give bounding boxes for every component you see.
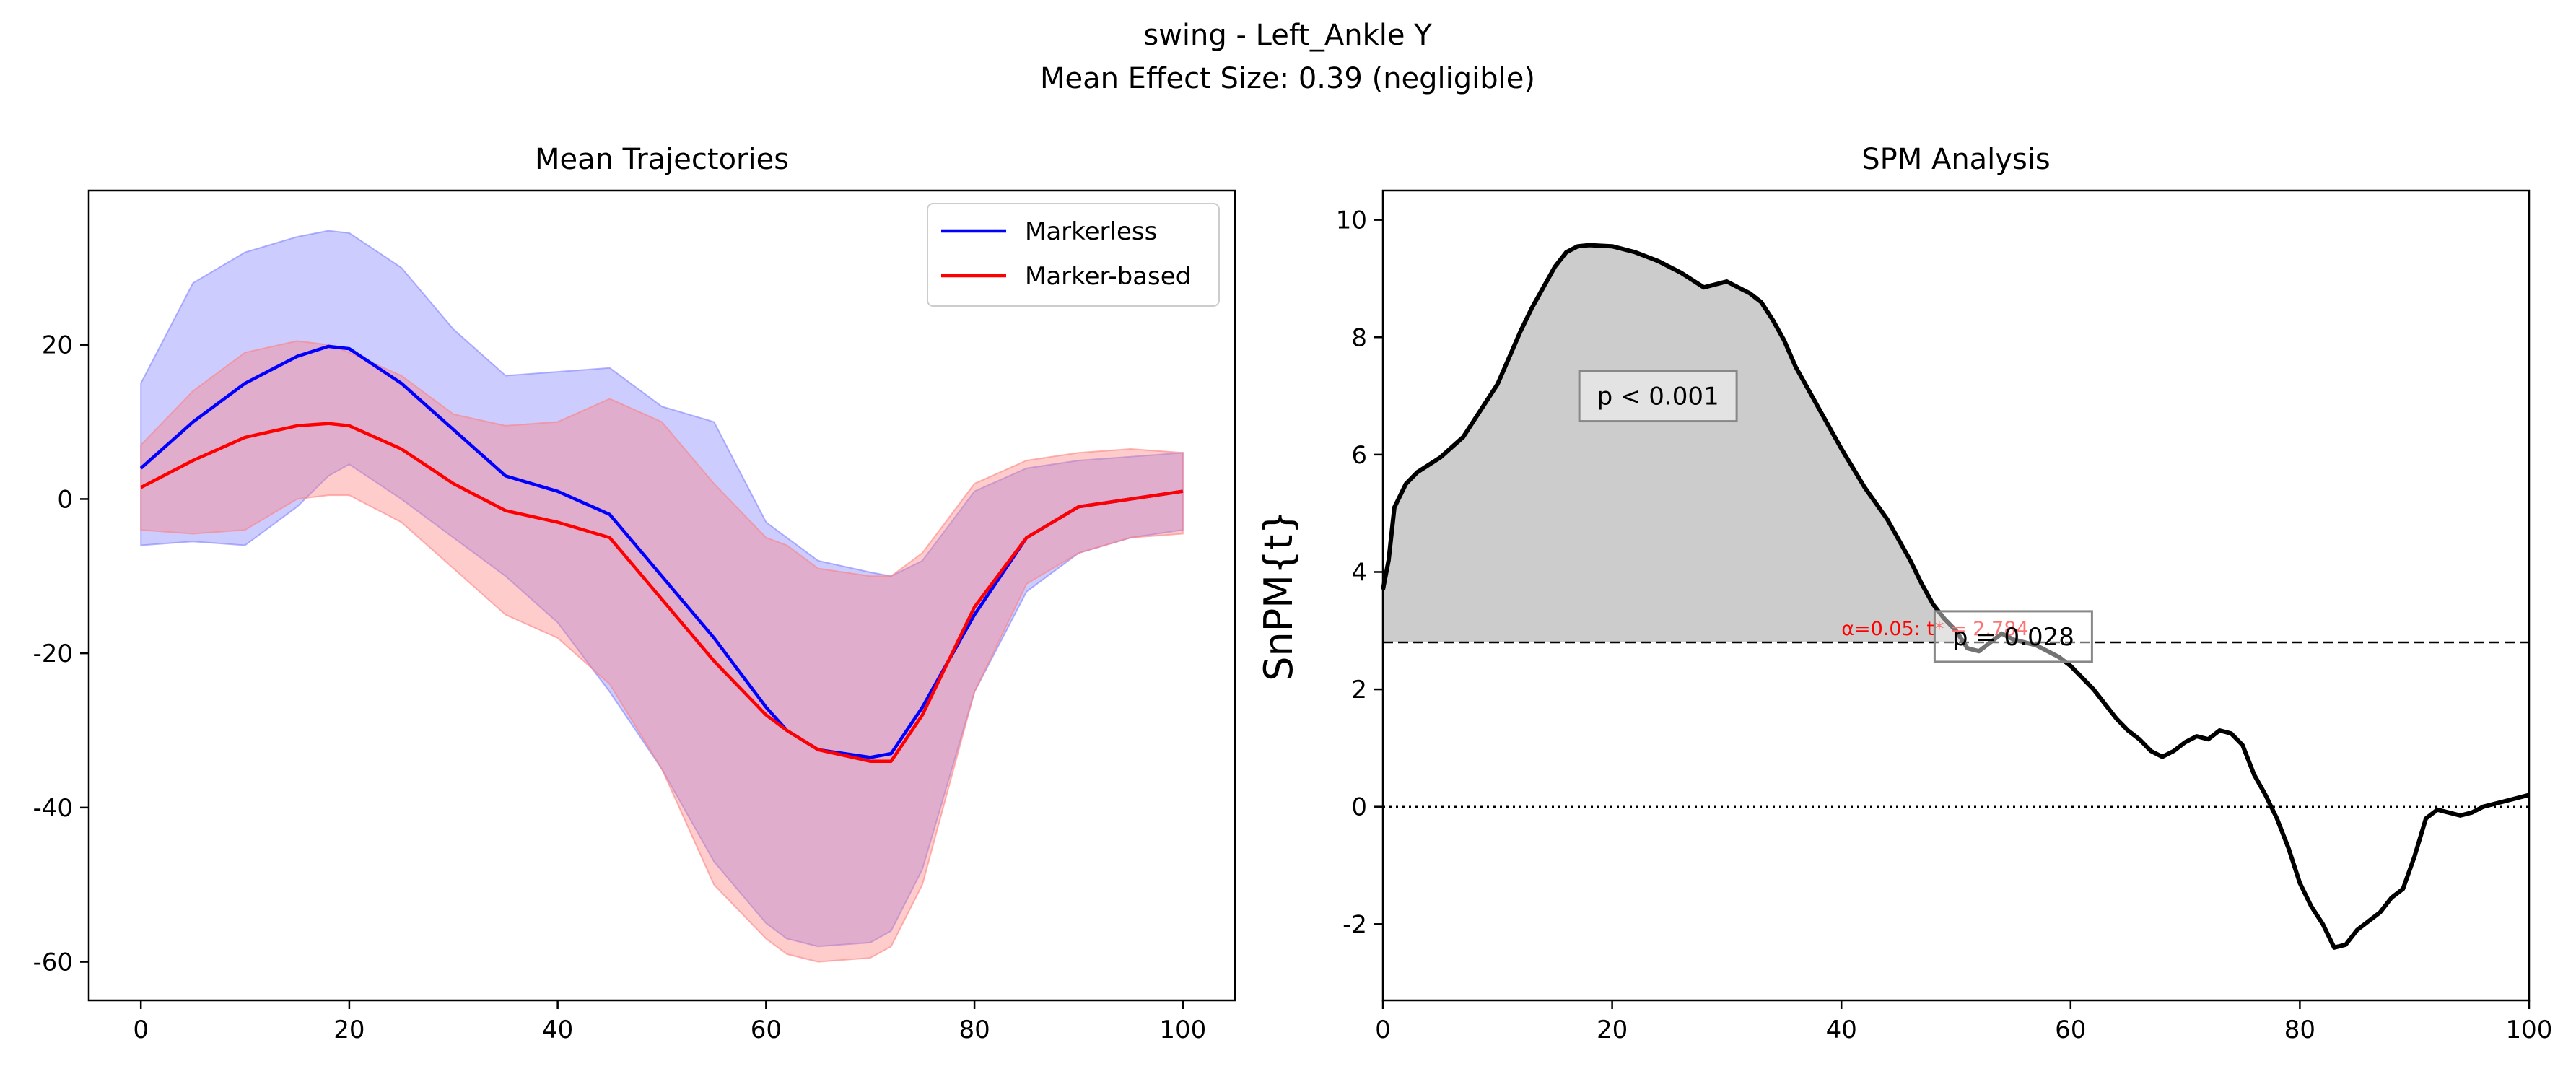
legend-label-markerless: Markerless — [1025, 217, 1157, 246]
spm-xtick-label: 60 — [2055, 1016, 2086, 1044]
mean-trajectories-xtick-label: 100 — [1159, 1016, 1206, 1044]
cluster-fill — [1383, 245, 1964, 643]
p-value-box-1 — [1578, 370, 1738, 423]
spm-xtick-label: 100 — [2506, 1016, 2553, 1044]
mean-trajectories-panel: Mean Trajectories 0 20 40 60 80 100-60-40-200… — [32, 143, 1236, 1044]
spm-ticks: 0 20 40 60 80 100 -2 0 2 4 6 8 10 — [1336, 206, 2553, 1044]
spm-curve — [1381, 243, 2530, 950]
mean-trajectories-ytick-label: 0 — [57, 485, 73, 514]
spm-ytick-label: 4 — [1351, 558, 1367, 587]
mean-trajectories-title: Mean Trajectories — [535, 143, 789, 176]
band-marker-based — [140, 340, 1184, 963]
mean-trajectories-xtick-label: 20 — [333, 1016, 364, 1044]
spm-xtick-label: 40 — [1826, 1016, 1857, 1044]
spm-ylabel: SnPM{t} — [1256, 510, 1301, 681]
spm-xtick-label: 0 — [1375, 1016, 1391, 1044]
spm-ytick-label: 2 — [1351, 676, 1367, 704]
legend-label-marker-based: Marker-based — [1025, 262, 1191, 291]
mean-trajectories-ticks: 0 20 40 60 80 100 -60 -40 -20 0 20 — [32, 331, 1206, 1044]
spm-ytick-label: 6 — [1351, 441, 1367, 470]
spm-ytick-label: 10 — [1336, 206, 1367, 235]
mean-trajectories-ytick-label: -20 — [32, 639, 73, 668]
mean-trajectories-xtick-label: 40 — [542, 1016, 573, 1044]
mean-trajectories-ytick-label: -60 — [32, 948, 73, 977]
mean-trajectories-xtick-label: 60 — [751, 1016, 782, 1044]
p-value-box-2 — [1933, 610, 2093, 663]
mean-trajectories-xtick-label: 80 — [959, 1016, 990, 1044]
spm-analysis-title: SPM Analysis — [1861, 143, 2051, 176]
mean-trajectories-xtick-label: 0 — [133, 1016, 149, 1044]
spm-ytick-label: -2 — [1342, 910, 1367, 939]
line-marker-based — [140, 422, 1184, 763]
legend: Markerless Marker-based — [927, 203, 1220, 307]
spm-xtick-label: 20 — [1597, 1016, 1628, 1044]
p-value-label-1: p < 0.001 — [1597, 383, 1719, 411]
spm-xtick-label: 80 — [2284, 1016, 2315, 1044]
mean-trajectories-ytick-label: 20 — [42, 331, 73, 360]
figure-title-line2: Mean Effect Size: 0.39 (negligible) — [1040, 62, 1535, 95]
spm-ytick-label: 8 — [1351, 323, 1367, 352]
mean-trajectories-frame — [87, 189, 1236, 1002]
p-value-label-2: p = 0.028 — [1952, 623, 2074, 652]
figure-title-line1: swing - Left_Ankle Y — [1143, 19, 1432, 52]
legend-box — [927, 203, 1220, 307]
mean-trajectories-ytick-label: -40 — [32, 794, 73, 823]
spm-ytick-label: 0 — [1351, 793, 1367, 822]
mean-trajectories-plot-area — [139, 230, 1184, 963]
spm-frame — [1381, 189, 2531, 1002]
line-markerless — [139, 344, 1184, 759]
spm-analysis-panel: SPM Analysis SnPM{t} α=0.05: t* = 2.784p… — [1256, 143, 2552, 1044]
